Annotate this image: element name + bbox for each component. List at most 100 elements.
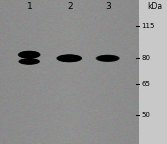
Ellipse shape: [24, 53, 34, 56]
Ellipse shape: [65, 57, 74, 60]
Ellipse shape: [97, 55, 118, 61]
Ellipse shape: [101, 57, 114, 60]
Ellipse shape: [19, 51, 40, 58]
Text: kDa: kDa: [147, 2, 162, 11]
Ellipse shape: [22, 60, 37, 63]
Ellipse shape: [56, 54, 82, 62]
Ellipse shape: [18, 58, 40, 65]
Ellipse shape: [21, 60, 37, 63]
Ellipse shape: [22, 52, 36, 57]
Ellipse shape: [18, 51, 41, 59]
Ellipse shape: [100, 56, 116, 60]
Ellipse shape: [20, 52, 38, 58]
Ellipse shape: [23, 60, 36, 63]
Ellipse shape: [60, 56, 79, 60]
Ellipse shape: [100, 57, 115, 60]
Ellipse shape: [26, 61, 33, 62]
Ellipse shape: [27, 54, 32, 56]
Ellipse shape: [23, 53, 36, 56]
Text: 3: 3: [106, 2, 111, 11]
Ellipse shape: [61, 56, 78, 60]
Ellipse shape: [28, 61, 30, 62]
Ellipse shape: [23, 60, 36, 63]
Ellipse shape: [104, 57, 111, 59]
Ellipse shape: [106, 58, 110, 59]
Ellipse shape: [19, 51, 39, 58]
Ellipse shape: [27, 54, 32, 55]
Ellipse shape: [27, 61, 31, 62]
Ellipse shape: [60, 56, 78, 61]
Ellipse shape: [105, 57, 111, 59]
Ellipse shape: [103, 57, 113, 60]
Ellipse shape: [104, 57, 111, 59]
Ellipse shape: [22, 60, 36, 63]
Ellipse shape: [98, 55, 117, 61]
Ellipse shape: [26, 54, 33, 56]
Text: 50: 50: [141, 112, 150, 118]
Ellipse shape: [28, 61, 30, 62]
Ellipse shape: [107, 58, 109, 59]
Ellipse shape: [62, 57, 77, 60]
Ellipse shape: [24, 60, 34, 63]
Ellipse shape: [67, 58, 71, 59]
Ellipse shape: [100, 56, 116, 61]
Ellipse shape: [24, 60, 34, 63]
Ellipse shape: [60, 55, 79, 61]
Ellipse shape: [26, 54, 33, 56]
Ellipse shape: [24, 60, 34, 62]
Ellipse shape: [63, 57, 75, 60]
Ellipse shape: [101, 56, 115, 60]
Ellipse shape: [28, 61, 31, 62]
Ellipse shape: [29, 61, 30, 62]
Ellipse shape: [68, 58, 71, 59]
Bar: [0, 0, 139, 144]
Ellipse shape: [65, 57, 74, 59]
Ellipse shape: [21, 52, 37, 57]
Ellipse shape: [27, 61, 31, 62]
Text: 65: 65: [141, 81, 150, 87]
Ellipse shape: [68, 58, 70, 59]
Ellipse shape: [23, 60, 35, 63]
Ellipse shape: [28, 54, 31, 55]
Ellipse shape: [24, 53, 35, 57]
Ellipse shape: [104, 57, 112, 59]
Ellipse shape: [103, 57, 113, 59]
Ellipse shape: [21, 52, 38, 58]
Ellipse shape: [22, 59, 36, 64]
Ellipse shape: [62, 56, 76, 60]
Ellipse shape: [106, 58, 110, 59]
Ellipse shape: [26, 54, 32, 56]
Ellipse shape: [26, 54, 32, 55]
Ellipse shape: [24, 53, 35, 56]
Ellipse shape: [99, 56, 117, 61]
Ellipse shape: [25, 54, 34, 56]
Ellipse shape: [27, 61, 32, 62]
Ellipse shape: [68, 58, 71, 59]
Ellipse shape: [66, 58, 72, 59]
Ellipse shape: [96, 55, 120, 62]
Ellipse shape: [63, 56, 76, 60]
Ellipse shape: [61, 56, 78, 61]
Ellipse shape: [22, 53, 36, 57]
Ellipse shape: [25, 60, 34, 63]
Ellipse shape: [63, 57, 75, 60]
Ellipse shape: [20, 59, 38, 64]
Ellipse shape: [67, 58, 71, 59]
Ellipse shape: [65, 57, 73, 59]
Ellipse shape: [63, 57, 75, 60]
Ellipse shape: [21, 59, 37, 64]
Ellipse shape: [21, 53, 37, 57]
Ellipse shape: [104, 57, 112, 60]
Ellipse shape: [25, 53, 34, 56]
Ellipse shape: [64, 57, 74, 59]
Ellipse shape: [59, 55, 80, 61]
Ellipse shape: [102, 57, 113, 60]
Ellipse shape: [66, 57, 72, 59]
Ellipse shape: [28, 54, 30, 55]
Ellipse shape: [24, 60, 35, 63]
Ellipse shape: [99, 56, 116, 61]
Ellipse shape: [27, 61, 32, 62]
Ellipse shape: [22, 59, 37, 64]
Ellipse shape: [25, 53, 33, 56]
Ellipse shape: [61, 56, 77, 61]
